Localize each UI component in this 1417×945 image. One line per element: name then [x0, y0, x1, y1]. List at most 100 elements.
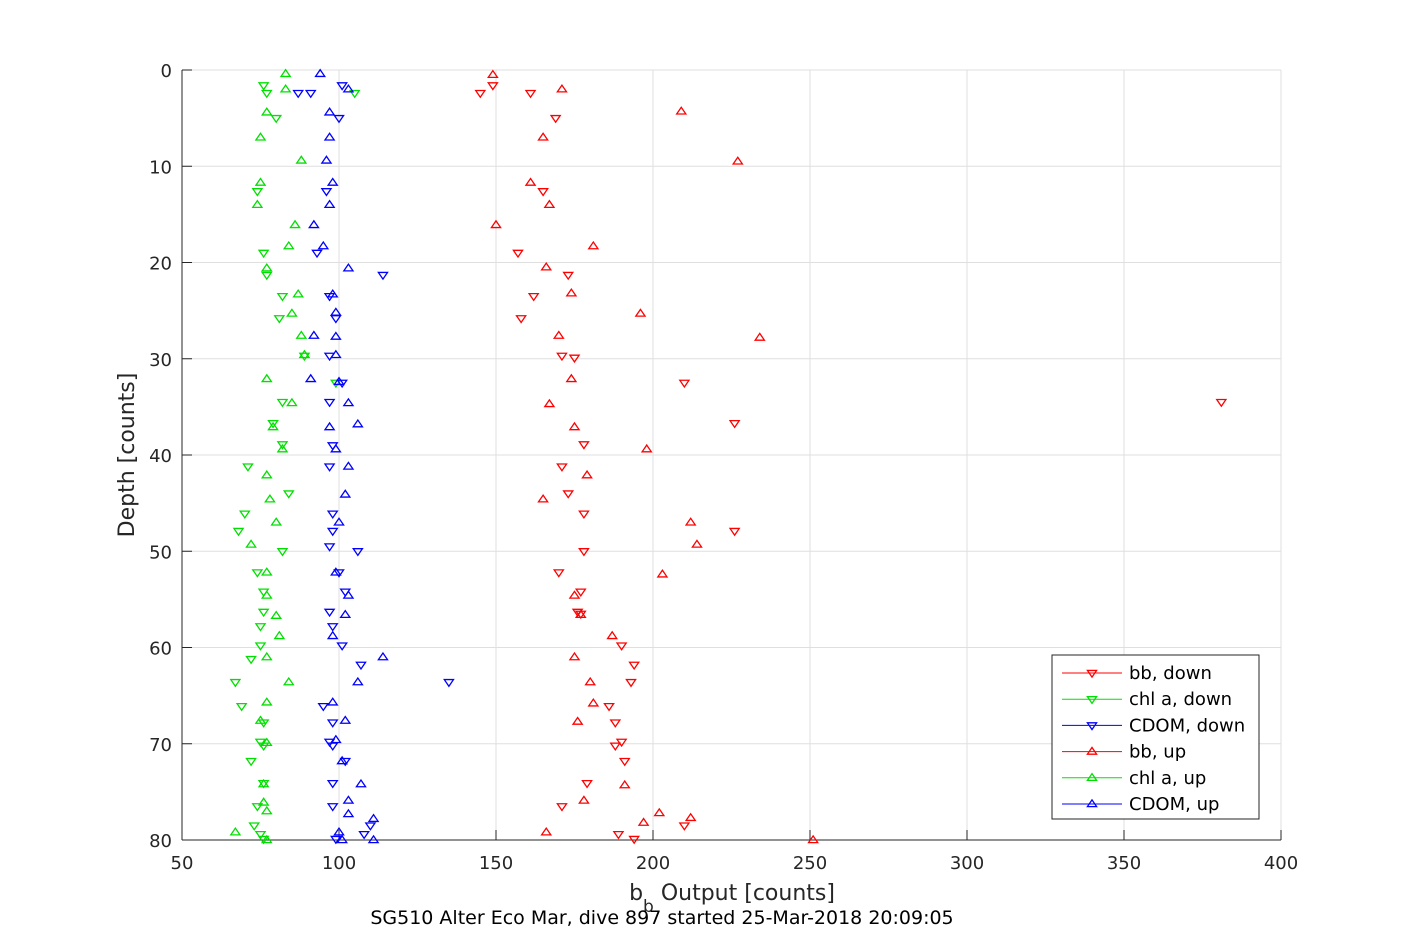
data-point-up	[260, 737, 273, 747]
data-point-up	[323, 132, 336, 141]
data-point-down	[527, 292, 540, 302]
data-point-up	[342, 83, 355, 93]
data-point-up	[308, 219, 320, 229]
data-point-down	[487, 82, 499, 91]
data-point-up	[342, 808, 355, 818]
data-point-down	[336, 642, 348, 651]
data-point-up	[267, 421, 279, 431]
data-point-up	[336, 834, 348, 844]
data-point-down	[251, 188, 264, 197]
x-axis-label-main: b	[629, 881, 643, 906]
legend-label: bb, down	[1129, 663, 1212, 684]
data-point-down	[578, 510, 590, 520]
data-point-down	[556, 352, 568, 362]
data-point-down	[728, 419, 741, 429]
x-tick-label: 100	[322, 853, 356, 874]
data-point-down	[524, 89, 537, 99]
data-point-down	[512, 249, 524, 259]
y-tick-label: 50	[149, 542, 172, 563]
x-axis-label: bb Output [counts]	[629, 881, 835, 917]
data-point-up	[286, 308, 298, 317]
data-point-up	[323, 199, 336, 208]
data-point-up	[581, 469, 593, 479]
data-point-down	[562, 271, 575, 281]
data-point-up	[279, 83, 292, 93]
data-point-up	[270, 517, 283, 526]
data-point-up	[487, 69, 499, 79]
data-point-down	[320, 188, 333, 197]
data-point-down	[625, 678, 637, 688]
legend-label: chl a, down	[1129, 689, 1232, 710]
data-point-down	[323, 608, 336, 618]
data-point-up	[807, 834, 819, 844]
data-point-up	[260, 590, 273, 599]
series-group	[229, 68, 311, 844]
data-point-down	[248, 822, 261, 831]
data-point-up	[330, 443, 342, 453]
data-point-up	[574, 609, 587, 619]
y-tick-label: 30	[149, 350, 172, 371]
data-point-down	[257, 608, 270, 618]
data-point-up	[684, 812, 697, 822]
chart-caption: SG510 Alter Eco Mar, dive 897 started 25…	[370, 907, 953, 929]
data-point-up	[490, 219, 502, 229]
data-point-down	[323, 463, 336, 472]
data-point-down	[326, 510, 339, 520]
data-point-up	[260, 567, 273, 576]
data-point-down	[581, 779, 593, 789]
data-point-up	[320, 155, 333, 164]
data-point-up	[684, 517, 697, 526]
data-point-up	[339, 715, 352, 724]
data-point-up	[298, 349, 311, 359]
data-point-down	[276, 441, 289, 450]
data-point-up	[675, 106, 688, 115]
data-point-up	[254, 177, 267, 186]
data-point-up	[326, 177, 339, 186]
data-point-up	[339, 489, 352, 498]
data-point-up	[352, 418, 364, 428]
x-tick-label: 50	[171, 853, 194, 874]
data-point-up	[254, 715, 267, 724]
data-point-up	[543, 398, 556, 408]
data-point-up	[257, 778, 270, 788]
legend-label: CDOM, up	[1129, 794, 1219, 815]
legend-marker	[1086, 722, 1098, 731]
data-point-up	[323, 421, 336, 431]
data-point-down	[377, 271, 389, 281]
x-tick-label: 250	[793, 853, 827, 874]
grid	[181, 69, 1282, 841]
data-point-up	[606, 630, 619, 640]
data-point-down	[336, 379, 348, 389]
data-point-down	[1215, 398, 1228, 408]
data-point-down	[615, 642, 628, 651]
data-point-up	[342, 590, 355, 599]
data-point-down	[628, 835, 640, 845]
data-point-up	[556, 83, 568, 93]
data-point-up	[314, 68, 326, 78]
data-point-up	[618, 779, 631, 789]
data-point-up	[565, 373, 578, 383]
data-point-down	[270, 114, 283, 124]
data-point-down	[568, 354, 581, 364]
data-point-down	[355, 661, 367, 671]
x-tick-label: 150	[479, 853, 513, 874]
data-point-down	[282, 490, 295, 499]
data-point-up	[286, 397, 298, 407]
data-point-down	[443, 678, 455, 688]
data-point-down	[235, 702, 248, 712]
data-point-up	[336, 755, 348, 765]
data-point-up	[540, 827, 553, 836]
data-point-up	[282, 676, 295, 686]
data-point-up	[342, 397, 355, 407]
data-point-down	[260, 89, 273, 99]
data-point-up	[251, 199, 264, 208]
data-point-up	[229, 827, 242, 836]
data-point-down	[298, 352, 311, 362]
data-point-down	[267, 419, 279, 429]
data-point-down	[603, 702, 615, 712]
series-group	[474, 82, 1228, 845]
data-point-up	[330, 331, 342, 340]
data-point-up	[537, 493, 549, 503]
data-point-up	[342, 461, 355, 470]
